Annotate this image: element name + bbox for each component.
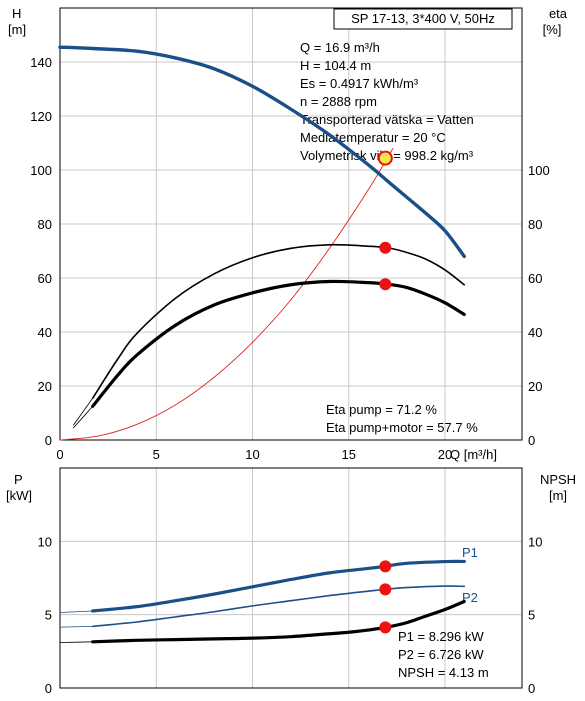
p2-line — [91, 585, 466, 628]
top-chart-series — [58, 45, 466, 441]
right-axis-label-eta: eta — [549, 6, 568, 21]
info-line-es: Es = 0.4917 kWh/m³ — [300, 76, 419, 91]
eta-total-line — [91, 279, 466, 408]
bottom-chart: P [kW] NPSH [m] 0 5 10 0 5 10 P1 P2 P1 =… — [6, 467, 576, 696]
bottom-chart-grid — [60, 468, 522, 688]
x-axis-label: Q [m³/h] — [450, 447, 497, 462]
bottom-chart-markers — [379, 560, 392, 634]
eta-total-readout: Eta pump+motor = 57.7 % — [326, 420, 478, 435]
left-y-tick-label: 80 — [38, 217, 52, 232]
left-y-tick-label: 0 — [45, 433, 52, 448]
p1-readout: P1 = 8.296 kW — [398, 629, 484, 644]
left-y-tick-label: 100 — [30, 163, 52, 178]
left-y-tick-label: 60 — [38, 271, 52, 286]
p2-extension-line — [59, 626, 94, 628]
right-y-tick-label: 0 — [528, 433, 535, 448]
bottom-chart-ticks: 0 5 10 0 5 10 — [38, 534, 543, 696]
left-y-tick-label: 120 — [30, 109, 52, 124]
p1-extension-line — [59, 610, 94, 613]
left-y-tick-label: 40 — [38, 325, 52, 340]
eta-pump-line — [91, 243, 466, 399]
top-chart-grid — [59, 8, 522, 440]
left-y-tick-label: 20 — [38, 379, 52, 394]
power-tick-label: 10 — [38, 534, 52, 549]
chart-title-box — [333, 8, 513, 30]
info-line-h: H = 104.4 m — [300, 58, 371, 73]
duty-point-marker — [377, 150, 393, 166]
p2-readout: P2 = 6.726 kW — [398, 647, 484, 662]
duty-info-block: Q = 16.9 m³/h H = 104.4 m Es = 0.4917 kW… — [300, 40, 474, 163]
power-axis-unit: [kW] — [6, 488, 32, 503]
npsh-tick-label: 5 — [528, 608, 535, 623]
x-tick-label: 20 — [438, 447, 452, 462]
eta-total-marker — [379, 278, 392, 291]
left-y-tick-label: 140 — [30, 55, 52, 70]
right-y-tick-label: 40 — [528, 325, 542, 340]
p1-marker — [379, 560, 392, 573]
top-chart-markers — [377, 150, 393, 291]
power-axis-label: P — [14, 472, 23, 487]
info-line-temperature: Mediatemperatur = 20 °C — [300, 130, 446, 145]
eta-pump-marker — [379, 241, 392, 254]
bottom-chart-frame — [59, 467, 523, 689]
npsh-axis-unit: [m] — [549, 488, 567, 503]
x-tick-label: 10 — [245, 447, 259, 462]
npsh-axis-label: NPSH — [540, 472, 576, 487]
npsh-readout: NPSH = 4.13 m — [398, 665, 489, 680]
right-axis-unit-percent: [%] — [543, 22, 562, 37]
npsh-extension-line — [59, 641, 94, 643]
right-y-tick-label: 20 — [528, 379, 542, 394]
power-readout: P1 = 8.296 kW P2 = 6.726 kW NPSH = 4.13 … — [398, 629, 489, 680]
p1-series-label: P1 — [462, 545, 478, 560]
npsh-tick-label: 10 — [528, 534, 542, 549]
right-y-tick-label: 100 — [528, 163, 550, 178]
head-curve-line — [58, 45, 466, 259]
npsh-line — [91, 599, 466, 644]
info-line-q: Q = 16.9 m³/h — [300, 40, 380, 55]
p2-series-label: P2 — [462, 590, 478, 605]
right-y-tick-label: 60 — [528, 271, 542, 286]
top-chart-frame — [59, 7, 523, 441]
p1-line — [91, 559, 466, 613]
x-tick-label: 5 — [153, 447, 160, 462]
eta-total-extension-line — [73, 405, 94, 429]
info-line-n: n = 2888 rpm — [300, 94, 377, 109]
right-y-tick-label: 80 — [528, 217, 542, 232]
eta-pump-readout: Eta pump = 71.2 % — [326, 402, 437, 417]
x-tick-label: 15 — [342, 447, 356, 462]
info-line-liquid: Transporterad vätska = Vatten — [300, 112, 474, 127]
npsh-tick-label: 0 — [528, 681, 535, 696]
left-axis-unit-m: [m] — [8, 22, 26, 37]
chart-title: SP 17-13, 3*400 V, 50Hz — [351, 11, 495, 26]
power-tick-label: 5 — [45, 608, 52, 623]
npsh-marker — [379, 621, 392, 634]
power-tick-label: 0 — [45, 681, 52, 696]
top-chart: SP 17-13, 3*400 V, 50Hz H [m] eta [%] Q … — [8, 6, 568, 462]
eta-pump-extension-line — [73, 397, 94, 426]
p2-marker — [379, 583, 392, 596]
top-chart-ticks: 0 5 10 15 20 0 20 40 60 80 100 120 140 0… — [30, 55, 549, 462]
left-axis-label-h: H — [12, 6, 21, 21]
efficiency-readout: Eta pump = 71.2 % Eta pump+motor = 57.7 … — [326, 402, 478, 435]
x-tick-label: 0 — [56, 447, 63, 462]
bottom-chart-series — [59, 559, 466, 644]
system-curve-line — [59, 147, 394, 441]
